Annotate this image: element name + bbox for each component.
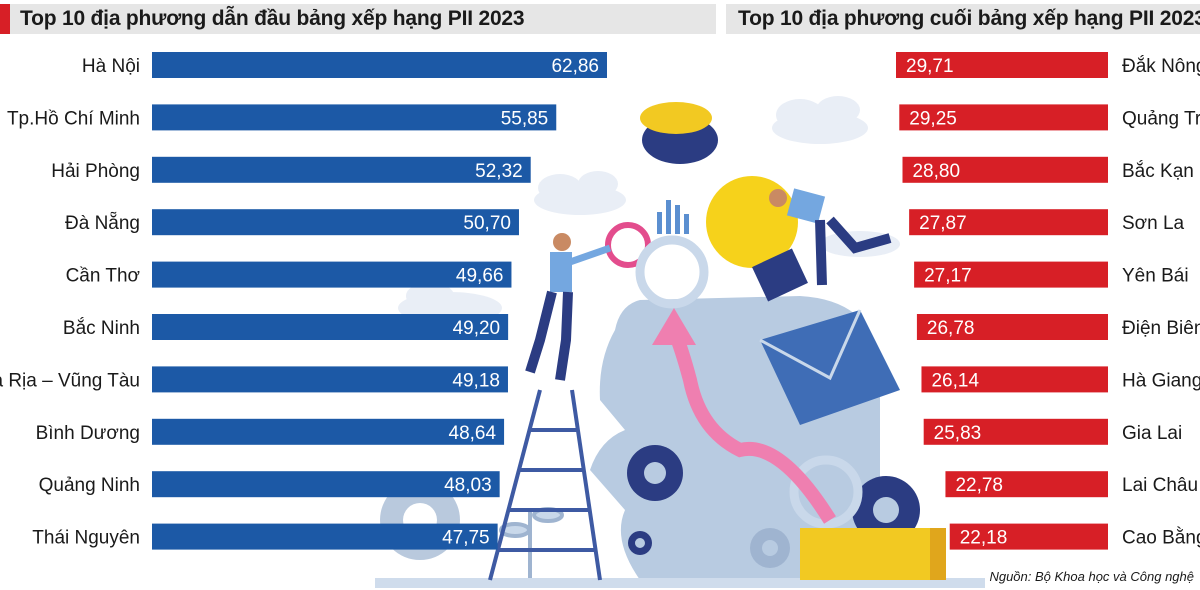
left-value-label: 52,32 xyxy=(475,161,523,182)
right-value-label: 25,83 xyxy=(934,423,982,444)
right-bar xyxy=(902,156,1108,183)
left-value-label: 50,70 xyxy=(463,213,511,234)
person-figure xyxy=(769,188,892,286)
left-category-label: Hải Phòng xyxy=(51,161,140,182)
right-category-label: Bắc Kạn xyxy=(1122,160,1194,182)
ladder-icon xyxy=(488,389,602,581)
right-value-label: 27,17 xyxy=(924,266,972,287)
left-category-label: Đà Nẵng xyxy=(65,213,140,234)
left-bar xyxy=(152,366,508,393)
right-value-label: 29,25 xyxy=(909,108,957,129)
right-value-label: 28,80 xyxy=(912,161,960,182)
left-value-label: 47,75 xyxy=(442,528,490,549)
left-bar xyxy=(152,156,531,183)
right-chart-title-bar: Top 10 địa phương cuối bảng xếp hạng PII… xyxy=(726,4,1200,34)
left-value-label: 49,18 xyxy=(452,370,500,391)
right-bar xyxy=(916,314,1108,340)
right-category-label: Điện Biên xyxy=(1122,318,1200,339)
gear-icon xyxy=(750,528,790,568)
left-bar xyxy=(152,52,607,78)
right-bar xyxy=(896,52,1108,78)
left-value-label: 62,86 xyxy=(551,56,599,77)
gear-icon xyxy=(628,531,652,555)
left-bar xyxy=(152,418,505,445)
right-value-label: 26,78 xyxy=(927,318,975,339)
bar-chart-icon xyxy=(657,200,689,234)
right-bar xyxy=(921,366,1108,393)
right-value-label: 26,14 xyxy=(931,370,979,391)
arrow-head xyxy=(652,308,696,345)
left-value-label: 55,85 xyxy=(501,108,549,129)
left-value-label: 48,64 xyxy=(449,423,497,444)
right-value-label: 22,18 xyxy=(960,528,1008,549)
right-category-label: Cao Bằng xyxy=(1122,527,1200,549)
pie-chart-icon xyxy=(640,102,718,164)
left-bar xyxy=(152,523,498,550)
left-category-label: Bà Rịa – Vũng Tàu xyxy=(0,370,140,391)
left-category-label: Quảng Ninh xyxy=(39,475,140,496)
right-bar xyxy=(945,471,1108,498)
left-bar-chart: Hà Nội 62,86 Tp.Hồ Chí Minh 55,85 Hải Phòng 5… xyxy=(0,52,607,550)
left-value-label: 49,20 xyxy=(453,318,501,339)
donut-icon xyxy=(789,455,863,529)
right-bar xyxy=(923,418,1108,445)
left-bar xyxy=(152,209,519,236)
right-bar-chart: 29,71 Đắk Nông 29,25 Quảng Trị 28,80 Bắc Kạn 2… xyxy=(896,52,1200,550)
left-chart-title-bar: Top 10 địa phương dẫn đầu bảng xếp hạng … xyxy=(0,4,716,34)
right-category-label: Đắk Nông xyxy=(1122,55,1200,77)
right-chart-title: Top 10 địa phương cuối bảng xếp hạng PII… xyxy=(738,7,1200,30)
right-category-label: Sơn La xyxy=(1122,213,1185,234)
person-figure xyxy=(525,233,612,381)
left-category-label: Bắc Ninh xyxy=(63,317,140,339)
right-bar xyxy=(914,261,1108,288)
source-note: Nguồn: Bộ Khoa học và Công nghệ xyxy=(989,569,1194,584)
right-category-label: Quảng Trị xyxy=(1122,108,1200,129)
left-category-label: Tp.Hồ Chí Minh xyxy=(7,108,140,129)
left-value-label: 48,03 xyxy=(444,475,492,496)
right-value-label: 29,71 xyxy=(906,56,954,77)
left-category-label: Cần Thơ xyxy=(66,266,140,287)
plant-icon xyxy=(499,507,564,578)
left-category-label: Bình Dương xyxy=(36,423,140,444)
cloud-icon xyxy=(772,96,868,144)
donut-icon xyxy=(635,235,709,309)
left-bar xyxy=(152,471,500,498)
right-category-label: Gia Lai xyxy=(1122,423,1182,444)
innovation-illustration xyxy=(375,96,985,588)
right-bar xyxy=(909,209,1108,236)
box-icon xyxy=(800,528,946,580)
right-bar xyxy=(949,523,1108,550)
gear-icon xyxy=(852,476,920,544)
right-category-label: Yên Bái xyxy=(1122,266,1189,287)
right-category-label: Hà Giang xyxy=(1122,370,1200,391)
title-accent xyxy=(0,4,10,34)
left-value-label: 49,66 xyxy=(456,266,504,287)
left-bar xyxy=(152,261,512,288)
right-bar xyxy=(899,104,1108,131)
right-value-label: 27,87 xyxy=(919,213,967,234)
arrow-icon xyxy=(667,327,836,524)
left-category-label: Hà Nội xyxy=(82,56,140,77)
cloud-icon xyxy=(534,171,626,215)
platform xyxy=(375,578,985,588)
right-category-label: Lai Châu xyxy=(1122,475,1198,496)
gear-icon xyxy=(627,445,683,501)
left-chart-title: Top 10 địa phương dẫn đầu bảng xếp hạng … xyxy=(20,7,525,30)
left-bar xyxy=(152,104,557,131)
left-category-label: Thái Nguyên xyxy=(32,528,140,549)
envelope-icon xyxy=(759,309,900,425)
left-bar xyxy=(152,314,509,340)
right-value-label: 22,78 xyxy=(955,475,1003,496)
